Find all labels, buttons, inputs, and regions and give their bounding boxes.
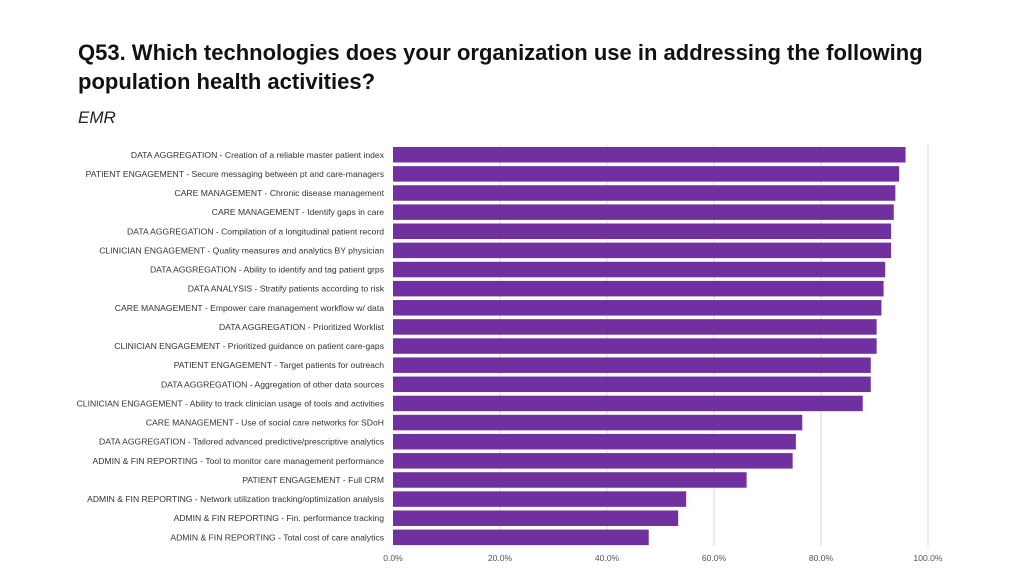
category-label: PATIENT ENGAGEMENT - Full CRM <box>242 475 384 485</box>
category-label: DATA ANALYSIS - Stratify patients accord… <box>188 284 385 294</box>
bar <box>393 529 649 546</box>
bar <box>393 300 882 316</box>
category-label: PATIENT ENGAGEMENT - Target patients for… <box>174 360 385 370</box>
x-tick-label: 40.0% <box>595 553 620 563</box>
bar <box>393 433 796 450</box>
bar <box>393 319 877 335</box>
page-title: Q53. Which technologies does your organi… <box>78 40 923 94</box>
category-label: CARE MANAGEMENT - Identify gaps in care <box>212 207 384 217</box>
category-label: CARE MANAGEMENT - Use of social care net… <box>146 418 384 428</box>
category-label: ADMIN & FIN REPORTING - Tool to monitor … <box>93 456 385 466</box>
bar <box>393 147 906 163</box>
category-label: ADMIN & FIN REPORTING - Network utilizat… <box>87 494 384 504</box>
x-tick-label: 100.0% <box>913 553 943 563</box>
category-labels: DATA AGGREGATION - Creation of a reliabl… <box>77 150 385 543</box>
category-label: DATA AGGREGATION - Creation of a reliabl… <box>131 150 385 160</box>
category-label: DATA AGGREGATION - Tailored advanced pre… <box>99 437 384 447</box>
category-label: DATA AGGREGATION - Compilation of a long… <box>127 226 384 236</box>
chart-subtitle: EMR <box>78 108 116 127</box>
category-label: DATA AGGREGATION - Aggregation of other … <box>161 379 384 389</box>
bar <box>393 261 886 278</box>
category-label: CARE MANAGEMENT - Empower care managemen… <box>115 303 384 313</box>
category-label: CLINICIAN ENGAGEMENT - Ability to track … <box>77 398 384 408</box>
x-tick-label: 0.0% <box>383 553 403 563</box>
x-axis-tick-labels: 0.0% 20.0% 40.0% 60.0% 80.0% 100.0% <box>383 553 943 563</box>
bar <box>393 414 803 431</box>
bars <box>393 147 906 546</box>
bar <box>393 280 884 297</box>
x-tick-label: 20.0% <box>488 553 513 563</box>
bar <box>393 453 793 469</box>
category-label: CLINICIAN ENGAGEMENT - Quality measures … <box>99 245 384 255</box>
x-tick-label: 80.0% <box>809 553 834 563</box>
bar <box>393 395 863 412</box>
category-label: DATA AGGREGATION - Ability to identify a… <box>150 265 384 275</box>
bar <box>393 472 747 488</box>
bar <box>393 510 679 526</box>
bar <box>393 242 892 259</box>
bar <box>393 223 892 240</box>
bar <box>393 204 894 220</box>
category-label: DATA AGGREGATION - Prioritized Worklist <box>219 322 385 332</box>
category-label: PATIENT ENGAGEMENT - Secure messaging be… <box>86 169 384 179</box>
x-tick-label: 60.0% <box>702 553 727 563</box>
category-label: CLINICIAN ENGAGEMENT - Prioritized guida… <box>114 341 384 351</box>
bar <box>393 376 871 393</box>
bar <box>393 166 900 182</box>
category-label: ADMIN & FIN REPORTING - Total cost of ca… <box>170 532 384 542</box>
bar <box>393 338 877 354</box>
category-label: ADMIN & FIN REPORTING - Fin. performance… <box>174 513 385 523</box>
bar <box>393 491 687 507</box>
bar <box>393 185 896 201</box>
category-label: CARE MANAGEMENT - Chronic disease manage… <box>174 188 384 198</box>
bar <box>393 357 871 373</box>
